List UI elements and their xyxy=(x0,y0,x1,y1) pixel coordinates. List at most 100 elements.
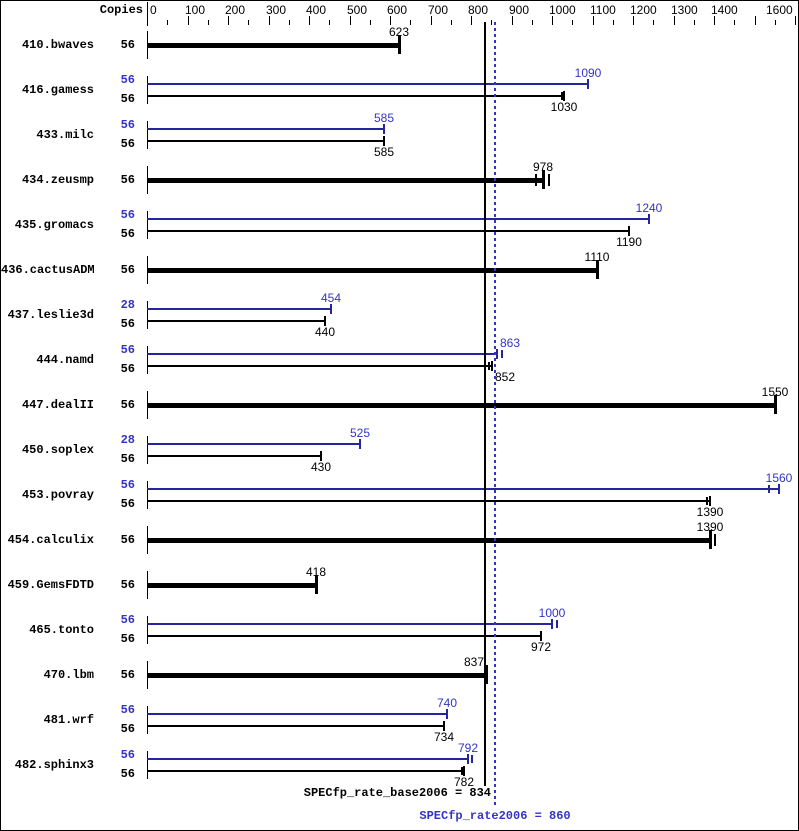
copies-value: 56 xyxy=(120,478,135,492)
base-rate-bar xyxy=(147,673,486,678)
axis-tick-label: 0 xyxy=(150,3,157,17)
bar-end-cap xyxy=(398,35,401,54)
base-rate-bar xyxy=(147,635,541,637)
bar-value-label: 1190 xyxy=(616,235,642,249)
axis-tick-label: 500 xyxy=(347,3,368,17)
bar-end-cap xyxy=(778,484,780,494)
axis-tick-label: 1600 xyxy=(766,3,793,17)
axis-major-tick xyxy=(390,16,391,25)
axis-minor-tick xyxy=(572,20,573,25)
peak-rate-bar xyxy=(147,488,779,490)
base-rate-bar xyxy=(147,770,464,772)
base-rate-bar xyxy=(147,320,325,322)
bar-end-cap xyxy=(330,304,332,314)
run-result-mark xyxy=(501,350,503,358)
benchmark-label: 434.zeusmp xyxy=(21,173,94,187)
axis-major-tick xyxy=(714,16,715,25)
copies-value: 56 xyxy=(120,452,135,466)
axis-minor-tick xyxy=(248,20,249,25)
run-result-mark xyxy=(561,92,563,100)
axis-major-tick xyxy=(674,16,675,25)
bar-end-cap xyxy=(491,361,493,371)
axis-tick-label: 700 xyxy=(428,3,449,17)
bar-value-label: 740 xyxy=(436,696,458,710)
peak-rate-bar xyxy=(147,218,649,220)
bar-end-cap xyxy=(485,665,488,684)
bar-end-cap xyxy=(628,226,630,236)
copies-value: 56 xyxy=(120,767,135,781)
copies-value: 56 xyxy=(120,398,135,412)
axis-minor-tick xyxy=(613,20,614,25)
benchmark-label: 444.namd xyxy=(36,353,94,367)
bar-value-label: 734 xyxy=(433,730,455,744)
base-rate-bar xyxy=(147,538,710,543)
benchmark-label: 470.lbm xyxy=(43,668,94,682)
axis-major-tick xyxy=(471,16,472,25)
base-rate-bar xyxy=(147,583,316,588)
axis-tick-label: 400 xyxy=(306,3,327,17)
axis-minor-tick xyxy=(451,20,452,25)
axis-major-tick xyxy=(309,16,310,25)
copies-value: 56 xyxy=(120,362,135,376)
copies-value: 56 xyxy=(120,703,135,717)
peak-rate-bar xyxy=(147,128,384,130)
run-result-mark xyxy=(461,767,463,775)
copies-value: 56 xyxy=(120,73,135,87)
axis-tick-label: 1000 xyxy=(549,3,576,17)
row-axis-segment xyxy=(147,121,148,149)
base-rate-bar xyxy=(147,95,564,97)
bar-value-label: 418 xyxy=(305,565,327,579)
axis-minor-tick xyxy=(370,20,371,25)
bar-value-label: 1390 xyxy=(696,520,724,534)
copies-value: 56 xyxy=(120,92,135,106)
axis-tick-label: 800 xyxy=(468,3,489,17)
benchmark-label: 450.soplex xyxy=(21,443,94,457)
copies-value: 56 xyxy=(120,722,135,736)
benchmark-label: 416.gamess xyxy=(21,83,94,97)
axis-tick-label: 200 xyxy=(225,3,246,17)
base-rate-bar xyxy=(147,403,775,408)
copies-column-header: Copies xyxy=(99,3,143,17)
bar-end-cap xyxy=(315,575,318,594)
axis-minor-tick xyxy=(491,20,492,25)
copies-value: 56 xyxy=(120,613,135,627)
peak-rate-bar xyxy=(147,713,447,715)
bar-value-label: 525 xyxy=(349,426,371,440)
copies-value: 28 xyxy=(120,298,135,312)
axis-minor-tick xyxy=(734,20,735,25)
summary-peak-score: SPECfp_rate2006 = 860 xyxy=(419,809,571,823)
benchmark-label: 410.bwaves xyxy=(21,38,94,52)
bar-value-label: 782 xyxy=(453,775,475,789)
axis-major-tick xyxy=(512,16,513,25)
base-rate-bar xyxy=(147,455,321,457)
bar-value-label: 1110 xyxy=(584,250,610,264)
axis-major-tick xyxy=(431,16,432,25)
copies-value: 56 xyxy=(120,173,135,187)
base-rate-bar xyxy=(147,500,710,502)
bar-end-cap xyxy=(324,316,326,326)
axis-minor-tick xyxy=(167,20,168,25)
base-rate-bar xyxy=(147,725,444,727)
axis-minor-tick xyxy=(208,20,209,25)
benchmark-label: 465.tonto xyxy=(29,623,94,637)
bar-end-cap xyxy=(383,136,385,146)
bar-value-label: 623 xyxy=(388,25,410,39)
row-axis-segment xyxy=(147,346,148,374)
base-rate-bar xyxy=(147,178,543,183)
peak-rate-bar xyxy=(147,623,552,625)
copies-value: 56 xyxy=(120,668,135,682)
bar-end-cap xyxy=(463,766,465,776)
peak-rate-bar xyxy=(147,443,360,445)
run-result-mark xyxy=(471,755,473,763)
benchmark-label: 447.dealII xyxy=(21,398,94,412)
bar-value-label: 978 xyxy=(532,160,554,174)
axis-major-tick xyxy=(633,16,634,25)
run-result-mark xyxy=(768,485,770,493)
bar-end-cap xyxy=(359,439,361,449)
axis-tick-label: 1200 xyxy=(630,3,657,17)
bar-end-cap xyxy=(446,709,448,719)
benchmark-label: 481.wrf xyxy=(43,713,94,727)
bar-value-label: 1030 xyxy=(550,100,578,114)
bar-end-cap xyxy=(443,721,445,731)
axis-minor-tick xyxy=(532,20,533,25)
